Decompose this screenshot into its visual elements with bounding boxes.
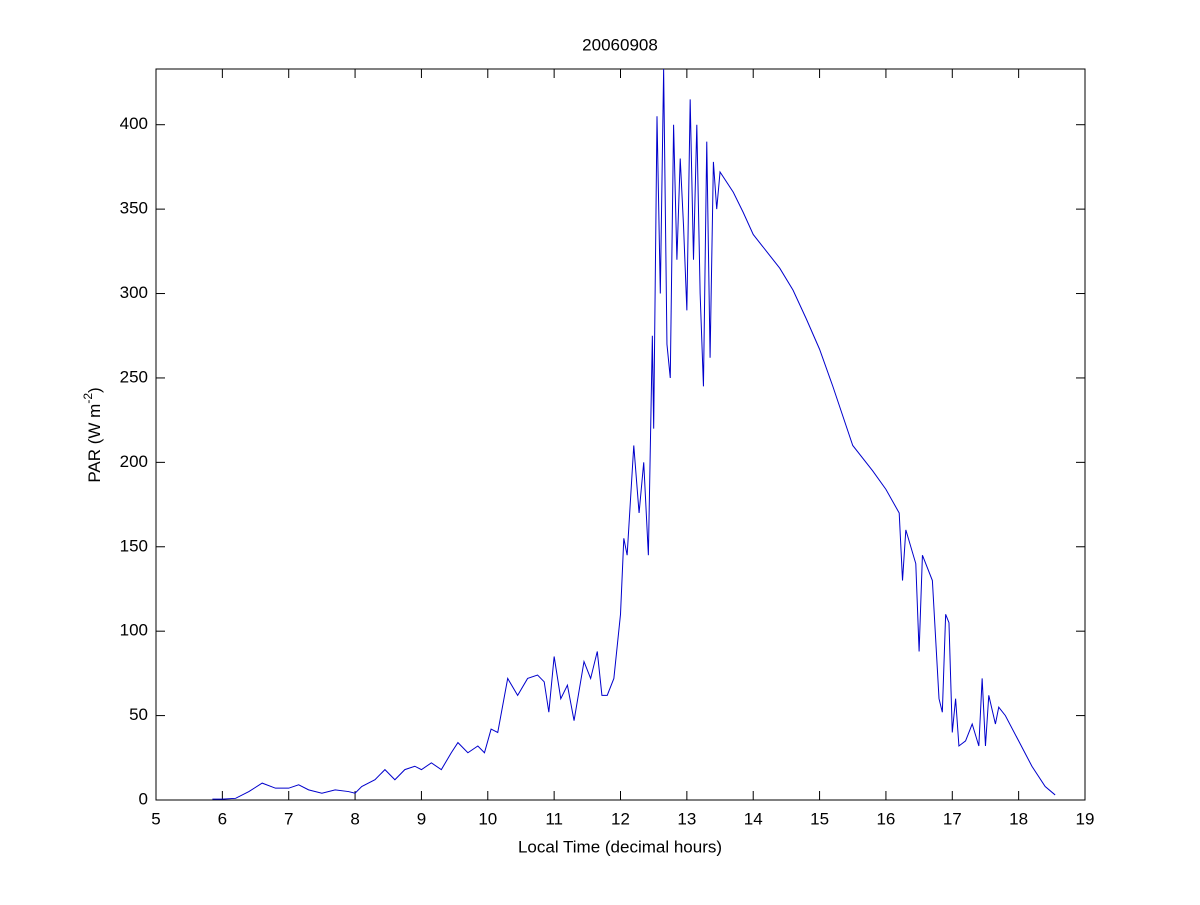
- x-tick-label: 6: [218, 809, 227, 828]
- y-label-sup: -2: [81, 393, 95, 404]
- y-tick-label: 300: [120, 283, 148, 302]
- x-tick-label: 18: [1009, 809, 1028, 828]
- y-label-text: PAR (W m: [85, 404, 104, 483]
- x-axis-label: Local Time (decimal hours): [518, 837, 722, 856]
- plot-frame: [155, 68, 1086, 801]
- x-tick-label: 17: [943, 809, 962, 828]
- y-tick-label: 50: [129, 705, 148, 724]
- y-tick-label: 400: [120, 114, 148, 133]
- chart-title: 20060908: [582, 35, 658, 54]
- x-tick-label: 5: [151, 809, 160, 828]
- data-line: [212, 68, 1056, 800]
- x-tick-label: 13: [677, 809, 696, 828]
- y-tick-label: 200: [120, 452, 148, 471]
- x-tick-label: 8: [350, 809, 359, 828]
- x-tick-label: 14: [744, 809, 763, 828]
- y-tick-label: 250: [120, 367, 148, 386]
- y-axis-label: PAR (W m-2): [81, 387, 104, 482]
- x-tick-label: 16: [876, 809, 895, 828]
- x-tick-label: 9: [417, 809, 426, 828]
- x-tick-label: 7: [284, 809, 293, 828]
- y-label-suffix: ): [85, 387, 104, 393]
- y-tick-label: 350: [120, 199, 148, 218]
- x-tick-label: 10: [478, 809, 497, 828]
- x-tick-label: 15: [810, 809, 829, 828]
- x-tick-label: 11: [545, 809, 563, 828]
- x-tick-label: 12: [611, 809, 630, 828]
- y-tick-label: 100: [120, 621, 148, 640]
- y-tick-label: 150: [120, 536, 148, 555]
- x-tick-label: 19: [1076, 809, 1095, 828]
- y-tick-label: 0: [139, 789, 148, 808]
